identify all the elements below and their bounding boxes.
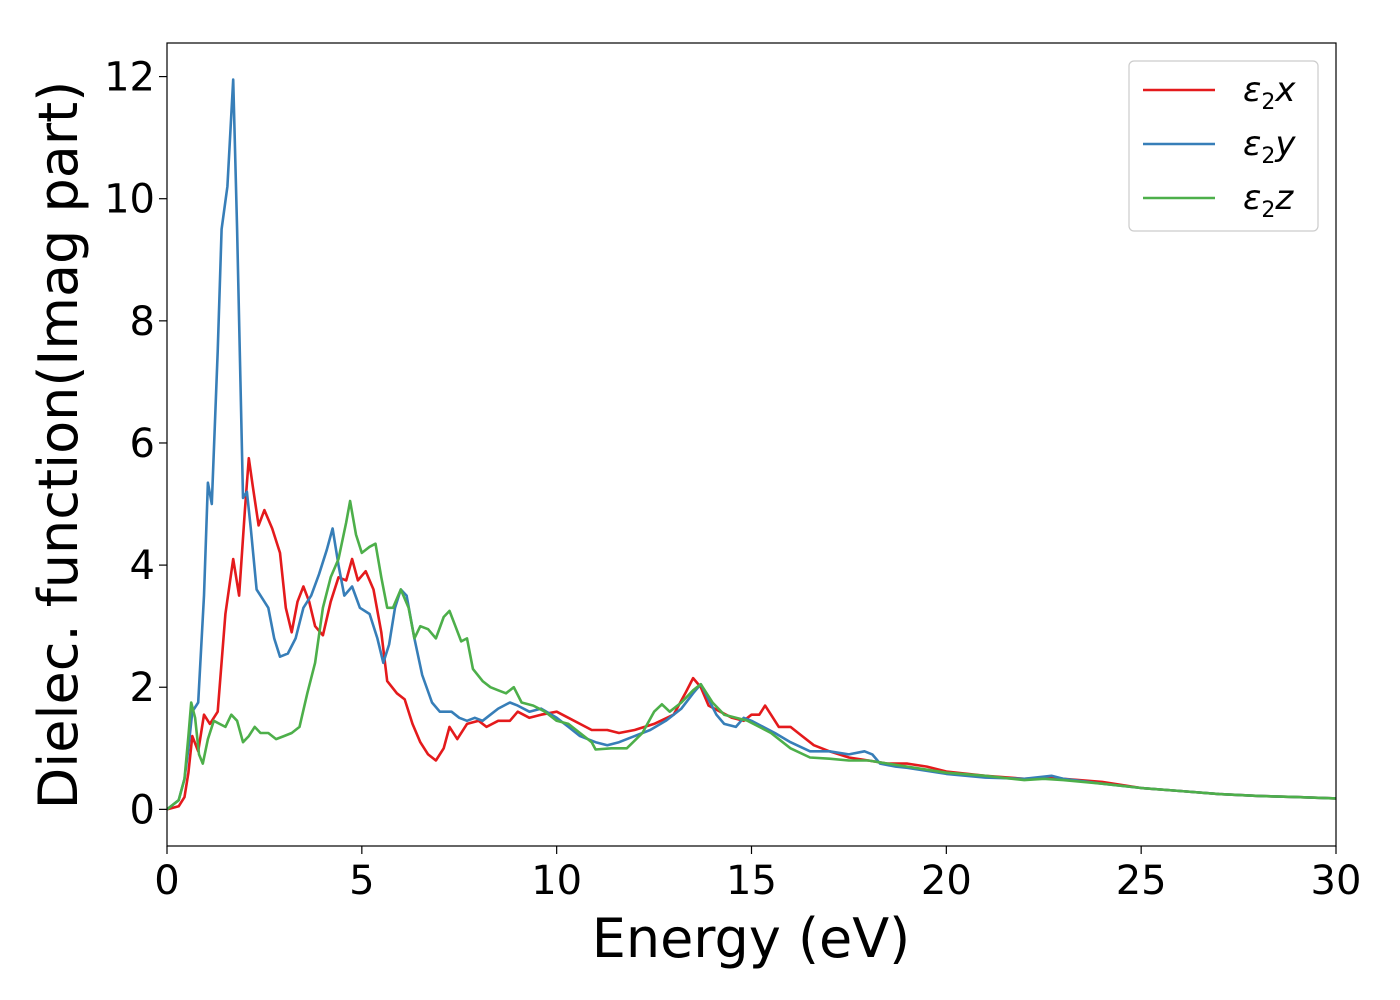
x-tick-label: 30 <box>1311 858 1362 904</box>
legend-label-subscript: 2 <box>1261 198 1275 223</box>
y-tick-label: 4 <box>130 543 155 589</box>
y-tick-label: 0 <box>130 787 155 833</box>
y-tick-label: 12 <box>104 55 155 101</box>
x-tick-label: 0 <box>154 858 179 904</box>
x-tick-label: 15 <box>726 858 777 904</box>
legend-label-z: ε2z <box>1243 178 1294 223</box>
y-tick-label: 10 <box>104 177 155 223</box>
legend-frame <box>1128 60 1319 232</box>
series-line-x <box>167 456 1336 811</box>
legend-label-suffix: z <box>1274 178 1294 218</box>
x-tick-label: 5 <box>349 858 374 904</box>
series-line-z <box>167 499 1336 811</box>
legend-label-subscript: 2 <box>1261 144 1275 169</box>
legend-label-suffix: y <box>1274 124 1296 164</box>
y-tick-label: 8 <box>130 299 155 345</box>
y-axis: 0 2 4 6 8 10 12 <box>104 55 167 833</box>
y-tick-label: 2 <box>130 665 155 711</box>
series-line-y <box>167 78 1336 811</box>
y-tick-label: 6 <box>130 421 155 467</box>
x-tick-label: 10 <box>531 858 582 904</box>
x-axis: 0 5 10 15 20 25 30 <box>154 846 1361 904</box>
legend-label-base: ε <box>1243 178 1261 218</box>
x-tick-label: 20 <box>921 858 972 904</box>
series-layer <box>167 78 1336 811</box>
legend-label-x: ε2x <box>1243 70 1296 115</box>
y-axis-label: Dielec. function(Imag part) <box>27 81 90 810</box>
x-axis-label: Energy (eV) <box>592 907 911 970</box>
legend-label-base: ε <box>1243 124 1261 164</box>
legend-label-suffix: x <box>1274 70 1296 110</box>
x-tick-label: 25 <box>1116 858 1167 904</box>
legend-label-base: ε <box>1243 70 1261 110</box>
legend-label-y: ε2y <box>1243 124 1296 169</box>
legend-label-subscript: 2 <box>1261 90 1275 115</box>
